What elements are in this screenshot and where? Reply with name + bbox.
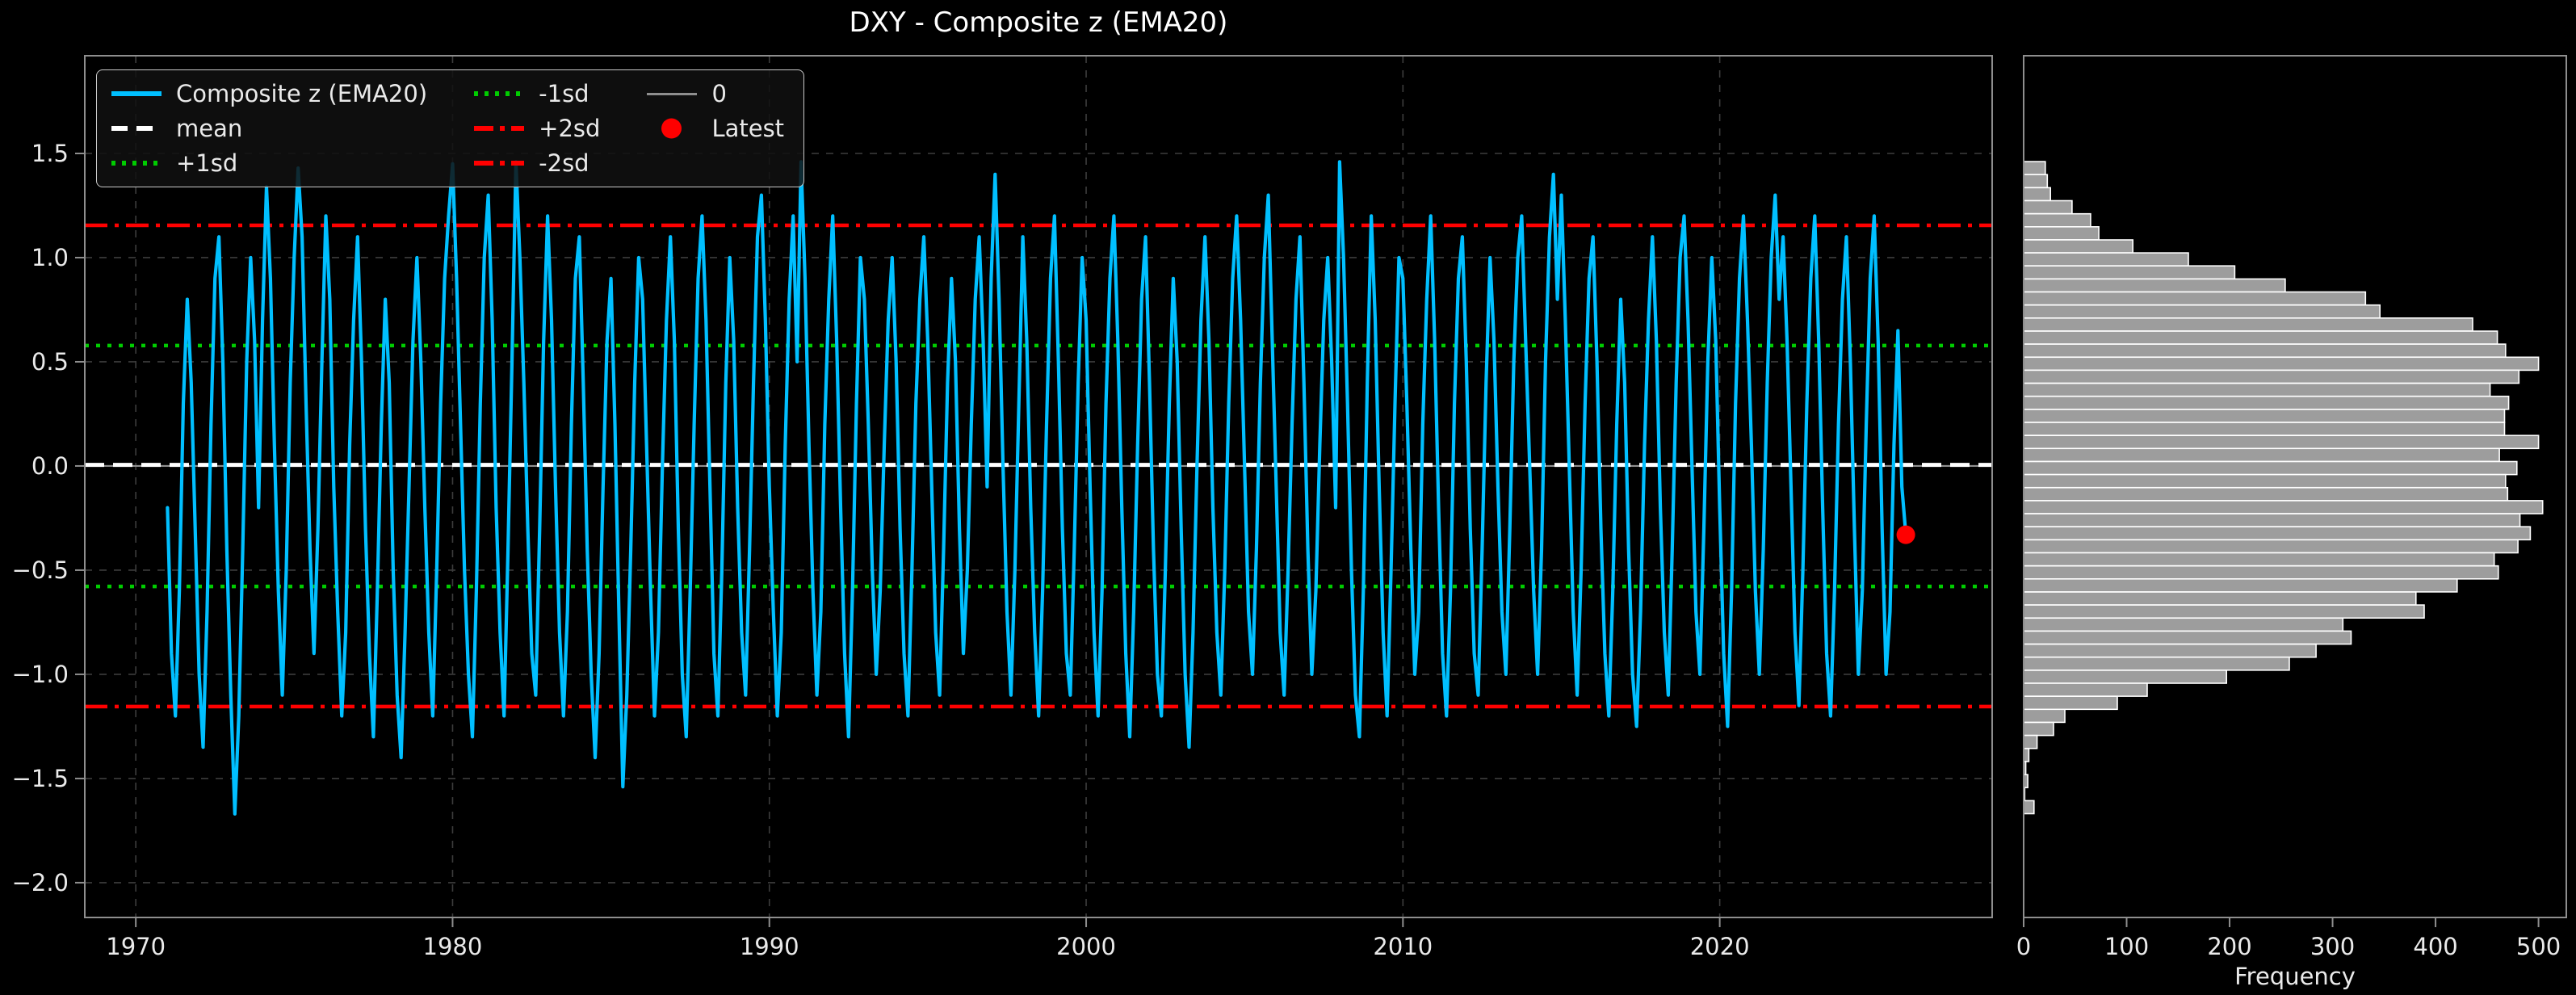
dashdot-red-legend-glyph-icon — [474, 126, 525, 131]
histogram-bar — [2023, 187, 2052, 202]
histogram-bar — [2023, 643, 2317, 658]
x-tick-label: 2010 — [1373, 933, 1433, 960]
histogram-bar — [2023, 199, 2073, 215]
histogram-bar — [2023, 513, 2521, 527]
histogram-bar — [2023, 239, 2133, 254]
legend-item-mean: mean — [111, 115, 427, 142]
histogram-bar — [2023, 682, 2148, 697]
legend-label: mean — [176, 115, 243, 142]
latest-point-marker — [1896, 525, 1915, 544]
histogram-bar — [2023, 539, 2519, 554]
histogram-bar — [2023, 708, 2066, 724]
legend-label: Composite z (EMA20) — [176, 80, 428, 107]
histogram-bar — [2023, 473, 2507, 489]
histogram-bar — [2023, 435, 2540, 450]
histogram-bar — [2023, 304, 2381, 319]
histogram-bar — [2023, 291, 2367, 306]
histogram-bar — [2023, 486, 2509, 502]
histogram-bar — [2023, 225, 2100, 241]
dotted-green-legend-glyph-icon — [111, 161, 162, 166]
histogram-bar — [2023, 265, 2236, 280]
frequency-axis-label: Frequency — [2234, 963, 2356, 990]
legend-item-0: 0 — [647, 80, 784, 107]
hist-x-tick-label: 200 — [2207, 933, 2251, 960]
histogram-bar — [2023, 734, 2038, 749]
hist-x-tick-label: 400 — [2413, 933, 2457, 960]
solid-gray-legend-glyph-icon — [647, 92, 698, 95]
histogram-bar — [2023, 630, 2352, 645]
histogram-bar — [2023, 343, 2507, 359]
legend-item--2sd: +2sd — [474, 115, 600, 142]
histogram-bar — [2023, 174, 2049, 189]
histogram-bar — [2023, 670, 2227, 684]
histogram-bar — [2023, 395, 2510, 410]
histogram-bar — [2023, 800, 2035, 815]
legend-label: -1sd — [539, 80, 589, 107]
composite-z-series-line — [166, 160, 1908, 816]
y-tick-label: 0.0 — [31, 452, 69, 480]
x-tick-label: 1970 — [106, 933, 166, 960]
marker-red-legend-glyph-icon — [647, 126, 697, 131]
histogram-bar — [2023, 278, 2286, 293]
histogram-bar — [2023, 382, 2491, 397]
dashdot-red-legend-glyph-icon — [474, 161, 525, 166]
histogram-bar — [2023, 500, 2544, 514]
histogram-bar — [2023, 721, 2054, 737]
histogram-bar — [2023, 565, 2499, 580]
y-tick-label: −1.0 — [12, 661, 69, 688]
legend-item--2sd: -2sd — [474, 149, 600, 177]
histogram-bar — [2023, 447, 2500, 463]
histogram-bar — [2023, 552, 2495, 567]
histogram-bar — [2023, 356, 2540, 372]
histogram-bar — [2023, 695, 2118, 711]
hist-x-tick-label: 300 — [2310, 933, 2355, 960]
histogram-bar — [2023, 577, 2458, 593]
histogram-bar — [2023, 330, 2498, 345]
main-plot-frame — [84, 55, 1993, 918]
y-tick-label: −2.0 — [12, 869, 69, 896]
hist-x-tick-label: 0 — [2016, 933, 2031, 960]
legend-label: Latest — [711, 115, 785, 142]
histogram-plot-frame — [2023, 55, 2567, 918]
histogram-bar — [2023, 317, 2473, 332]
legend-label: +1sd — [176, 149, 238, 177]
histogram-bar — [2023, 617, 2344, 632]
histogram-bar — [2023, 252, 2189, 267]
x-tick-label: 1990 — [740, 933, 799, 960]
legend-item--1sd: -1sd — [474, 80, 600, 107]
solid-cyan-legend-glyph-icon — [111, 91, 162, 96]
legend-item-composite-z-ema20-: Composite z (EMA20) — [111, 80, 427, 107]
legend-label: 0 — [711, 80, 727, 107]
y-tick-label: 1.0 — [31, 244, 69, 271]
histogram-bar — [2023, 422, 2506, 436]
y-tick-label: −1.5 — [12, 765, 69, 792]
hist-x-tick-label: 100 — [2104, 933, 2149, 960]
histogram-bar — [2023, 526, 2532, 541]
histogram-bar — [2023, 161, 2046, 176]
legend-item--1sd: +1sd — [111, 149, 427, 177]
legend-label: -2sd — [539, 149, 589, 177]
x-tick-label: 2000 — [1056, 933, 1116, 960]
histogram-bar — [2023, 409, 2506, 423]
histogram-bar — [2023, 460, 2518, 476]
histogram-bar — [2023, 604, 2425, 619]
x-tick-label: 1980 — [423, 933, 483, 960]
hist-x-tick-label: 500 — [2516, 933, 2561, 960]
legend-label: +2sd — [539, 115, 601, 142]
dashed-white-legend-glyph-icon — [111, 126, 162, 131]
histogram-bar — [2023, 369, 2520, 384]
legend-box: Composite z (EMA20) mean +1sd -1sd +2sd -2sd 0… — [96, 69, 805, 187]
histogram-bar — [2023, 591, 2417, 606]
y-tick-label: −0.5 — [12, 556, 69, 584]
chart-title: DXY - Composite z (EMA20) — [849, 6, 1228, 39]
y-tick-label: 0.5 — [31, 348, 69, 376]
histogram-bar — [2023, 656, 2290, 671]
y-tick-label: 1.5 — [31, 140, 69, 167]
dotted-green-legend-glyph-icon — [474, 91, 525, 96]
x-tick-label: 2020 — [1690, 933, 1750, 960]
histogram-bar — [2023, 212, 2091, 228]
legend-item-latest: Latest — [647, 115, 784, 142]
